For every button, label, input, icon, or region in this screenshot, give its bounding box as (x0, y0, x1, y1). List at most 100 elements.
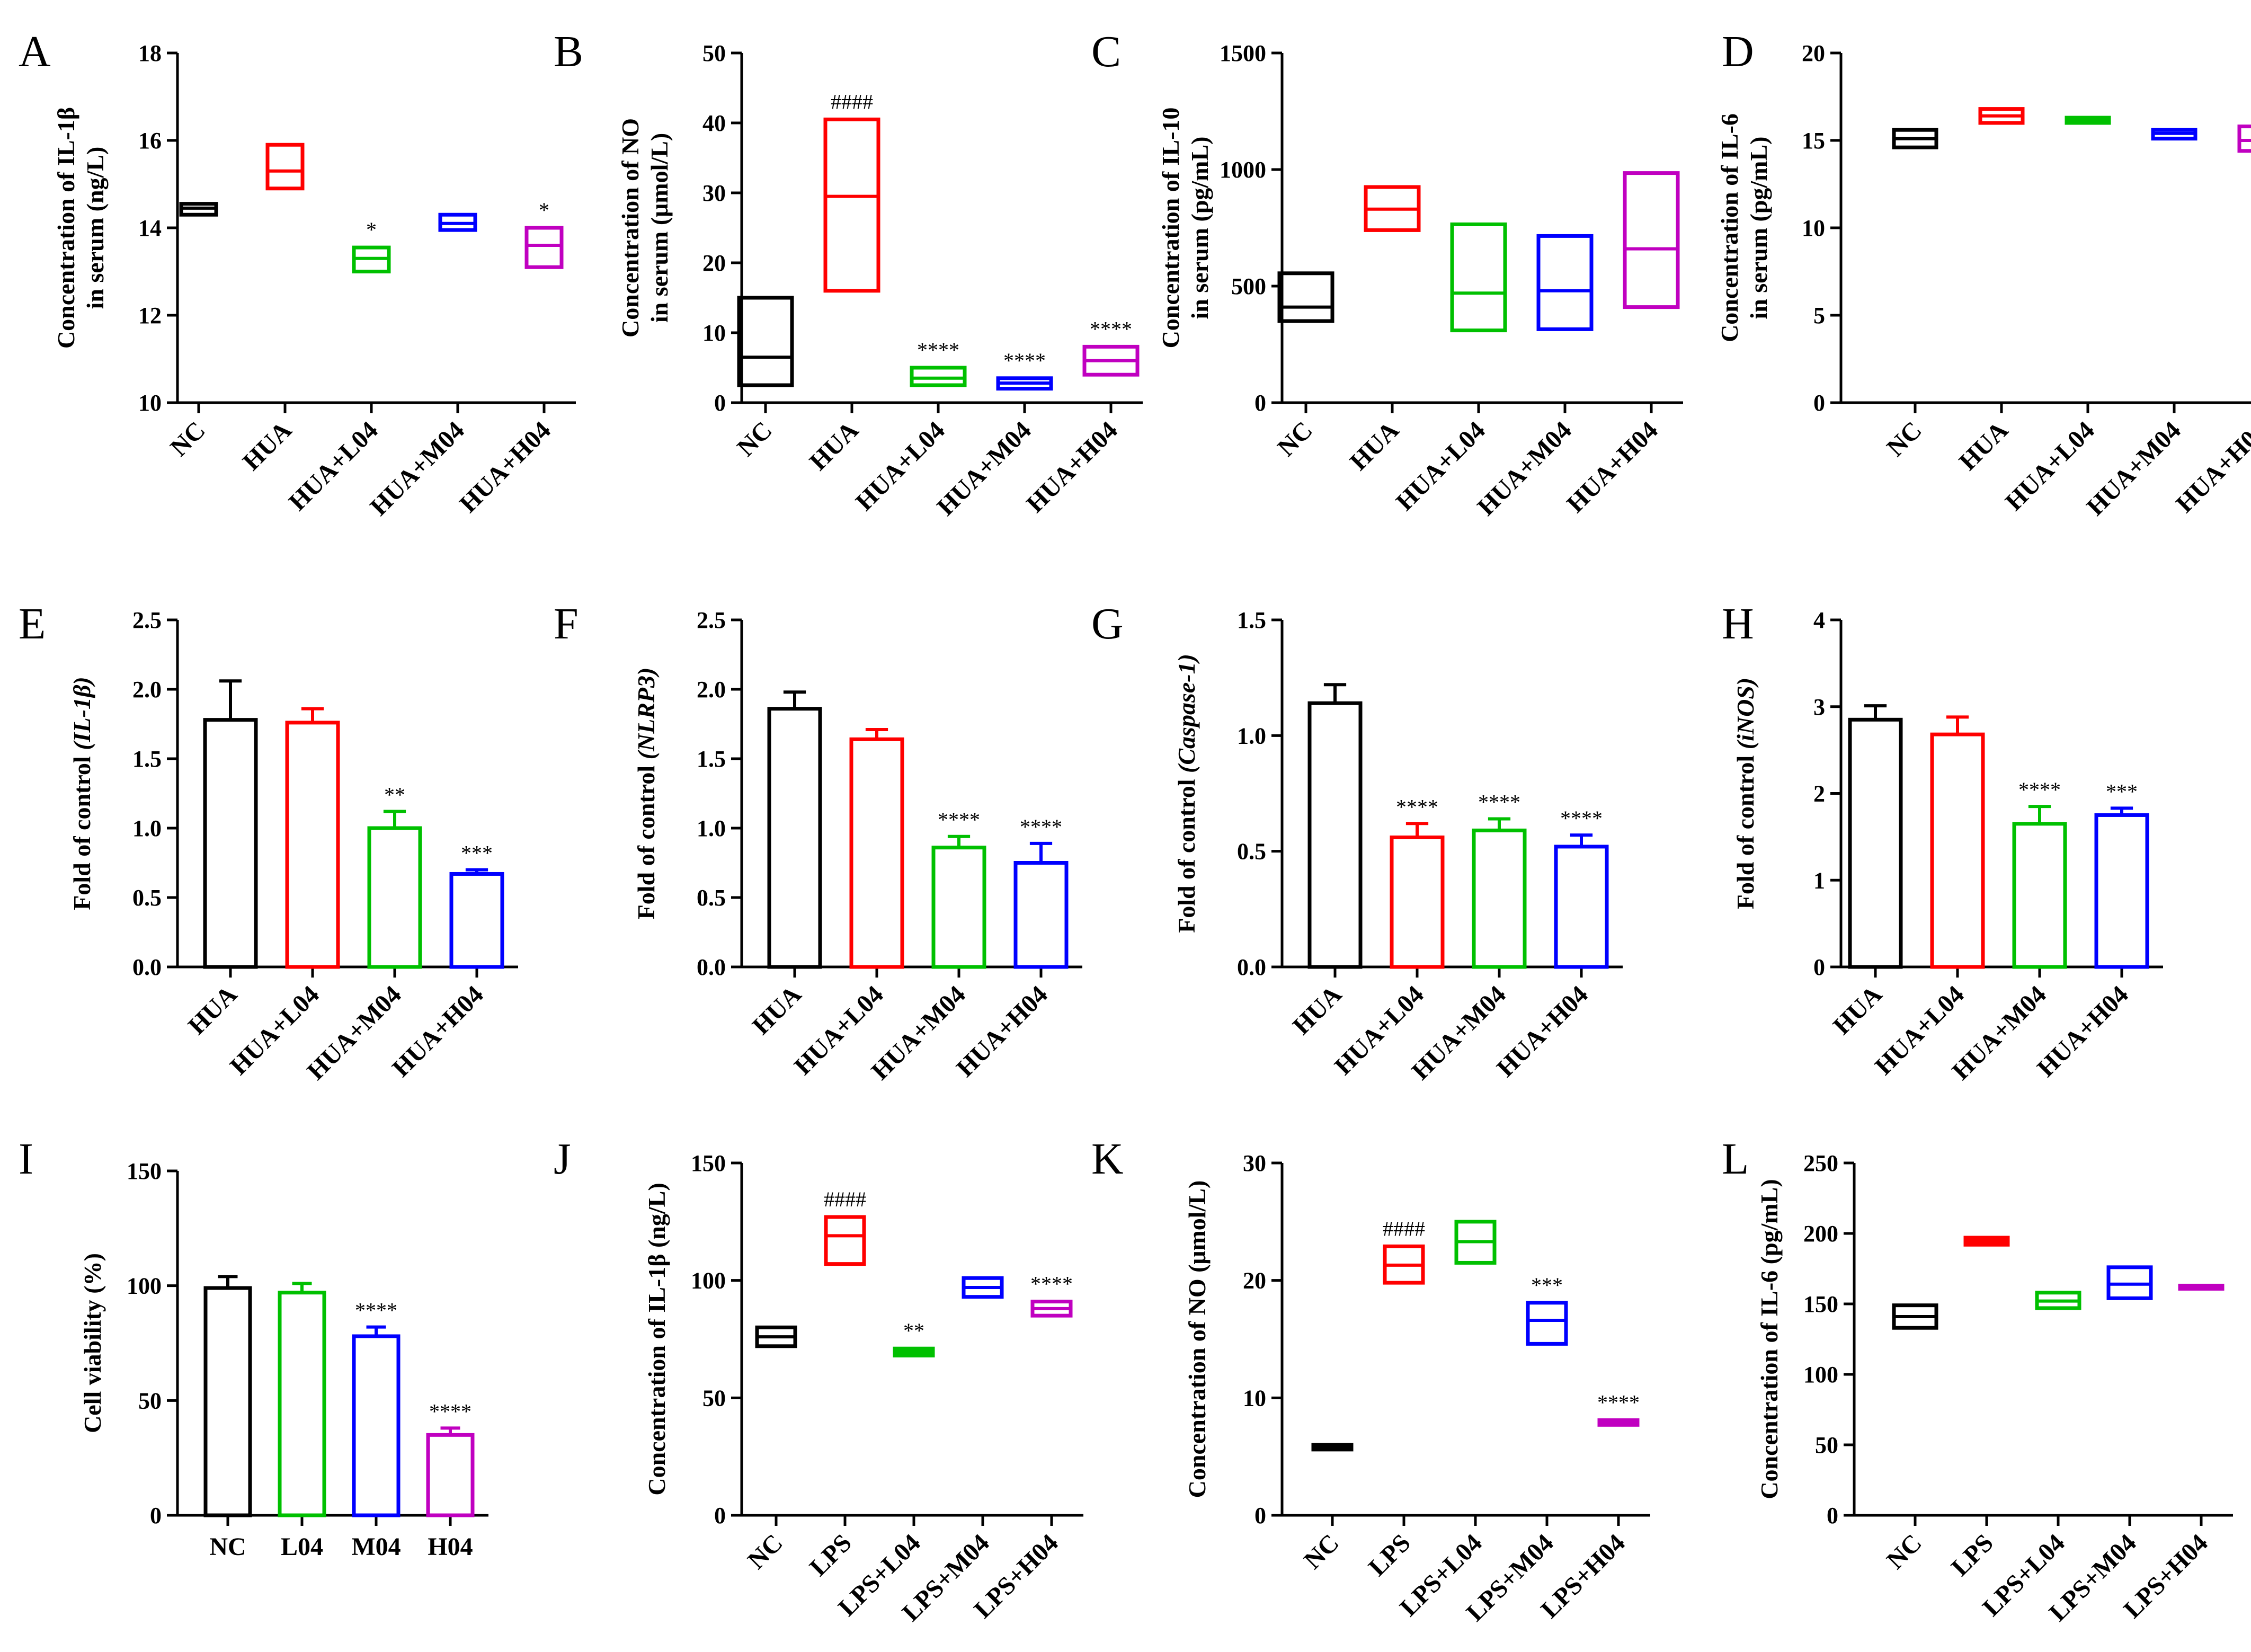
panel-b: B 0 10 20 30 40 50 Concentration of NO in serum … (554, 27, 1143, 521)
x-tick-label: HUA+M04 (2081, 416, 2186, 521)
y-axis-title-line1: Concentration of NO (617, 118, 644, 337)
floating-bar (1963, 1236, 2010, 1247)
y-tick-label: 3 (1813, 694, 1825, 720)
y-tick-label: 10 (702, 320, 726, 346)
y-axis-title-line2: in serum (pg/mL) (1186, 137, 1213, 319)
y-tick-label: 150 (1803, 1291, 1838, 1317)
y-axis-title: Concentration of NO (μmol/L) (1184, 1180, 1211, 1498)
y-tick-label: 0.0 (697, 954, 726, 980)
significance-label: ** (903, 1319, 924, 1343)
y-tick-label: 30 (702, 180, 726, 206)
x-tick-label: M04 (351, 1533, 401, 1561)
panel-label: E (19, 599, 46, 649)
panel-label: F (554, 599, 579, 649)
x-tick-label: HUA (183, 980, 243, 1040)
y-tick-label: 30 (1243, 1150, 1266, 1176)
y-axis-title: Cell viability (%) (79, 1253, 106, 1433)
x-tick-label: HUA (804, 416, 864, 476)
bar (1930, 732, 1985, 969)
panel-i: I 0 50 100 150 Cell viability (%) NC L04 M04 ****… (19, 1134, 488, 1561)
panel-label: G (1091, 599, 1124, 649)
y-axis-title: Fold of control (NLRP3) (633, 668, 660, 920)
bar (203, 1286, 252, 1517)
floating-bar (1277, 271, 1334, 323)
y-tick-label: 40 (702, 110, 726, 136)
y-axis-title-line2: in serum (μmol/L) (646, 133, 673, 323)
y-tick-label: 2.0 (132, 677, 162, 703)
significance-label: **** (1090, 317, 1132, 341)
panel-label: J (554, 1134, 571, 1184)
x-tick-label: NC (742, 1529, 788, 1574)
significance-label: *** (461, 841, 493, 865)
y-tick-label: 100 (127, 1273, 162, 1299)
floating-bar (1450, 222, 1507, 333)
y-tick-label: 2.5 (697, 607, 726, 633)
x-tick-label: NC (1881, 1529, 1927, 1574)
bar (931, 846, 986, 969)
y-axis-title-text: Fold of control (1173, 773, 1200, 933)
x-tick-label: LPS (1363, 1529, 1416, 1582)
floating-bar (2065, 116, 2111, 125)
y-tick-label: 2.5 (132, 607, 162, 633)
y-tick-label: 100 (1803, 1362, 1838, 1388)
panel-l: L 0 50 100 150 200 250 Concentration of IL-6 (p… (1722, 1134, 2233, 1627)
y-axis-title-gene: (iNOS) (1732, 678, 1759, 749)
significance-label: ** (384, 783, 405, 807)
bar (1013, 861, 1069, 969)
y-tick-label: 0.0 (1237, 954, 1266, 980)
y-axis-title-line1: Concentration of IL-6 (1716, 113, 1743, 342)
floating-bar (910, 366, 967, 387)
floating-bar (824, 1215, 866, 1266)
significance-label: **** (355, 1299, 397, 1322)
x-tick-label: LPS (1946, 1529, 1999, 1582)
significance-label: **** (2018, 778, 2061, 802)
x-tick-label: NC (165, 416, 210, 461)
x-tick-label: HUA+H04 (2170, 416, 2251, 518)
significance-label: *** (2106, 779, 2138, 803)
y-tick-label: 500 (1231, 273, 1266, 299)
bar (849, 737, 904, 969)
x-tick-label: HUA (237, 416, 297, 476)
y-tick-label: 1.5 (1237, 607, 1266, 633)
panel-label: K (1091, 1134, 1124, 1184)
significance-label: **** (1396, 795, 1438, 819)
y-tick-label: 0.0 (132, 954, 162, 980)
x-tick-label: HUA+H04 (1561, 416, 1663, 518)
y-tick-label: 10 (1802, 215, 1825, 241)
panel-label: D (1722, 27, 1754, 76)
significance-label: **** (1003, 349, 1046, 372)
floating-bar (2178, 1283, 2225, 1291)
y-axis-title-line1: Concentration of IL-10 (1157, 108, 1184, 349)
bar (449, 872, 504, 969)
y-axis-title-gene: (NLRP3) (633, 668, 660, 760)
x-tick-label: NC (209, 1533, 246, 1561)
y-tick-label: 20 (1802, 40, 1825, 66)
panel-label: L (1722, 1134, 1749, 1184)
y-tick-label: 4 (1813, 607, 1825, 633)
bar (352, 1334, 401, 1517)
panel-d: D 0 5 10 15 20 Concentration of IL-6 in serum (… (1716, 27, 2251, 521)
bar (2094, 813, 2149, 969)
y-axis-title: Fold of control (IL-1β) (68, 677, 95, 910)
y-tick-label: 150 (691, 1150, 726, 1176)
floating-bar (1597, 1418, 1640, 1427)
x-tick-label: HUA+H04 (1021, 416, 1123, 518)
x-tick-label: LPS (804, 1529, 857, 1582)
significance-label: #### (824, 1187, 866, 1211)
y-tick-label: 100 (691, 1268, 726, 1294)
y-tick-label: 18 (138, 40, 162, 66)
bar (1472, 828, 1527, 969)
y-axis-title: Fold of control (Caspase-1) (1173, 654, 1200, 933)
bar (1307, 701, 1363, 969)
y-tick-label: 150 (127, 1158, 162, 1184)
y-tick-label: 50 (138, 1388, 162, 1414)
floating-bar (1311, 1443, 1354, 1452)
y-tick-label: 0.5 (1237, 839, 1266, 865)
y-axis-title: Fold of control (iNOS) (1732, 678, 1759, 909)
x-tick-label: HUA (1828, 980, 1888, 1040)
x-tick-label: HUA+H04 (454, 416, 556, 518)
panel-k: K 0 10 20 30 Concentration of NO (μmol/L) NC LP… (1091, 1134, 1650, 1627)
y-tick-label: 1.0 (1237, 723, 1266, 749)
y-axis-title: Concentration of IL-1β (ng/L) (643, 1183, 670, 1495)
